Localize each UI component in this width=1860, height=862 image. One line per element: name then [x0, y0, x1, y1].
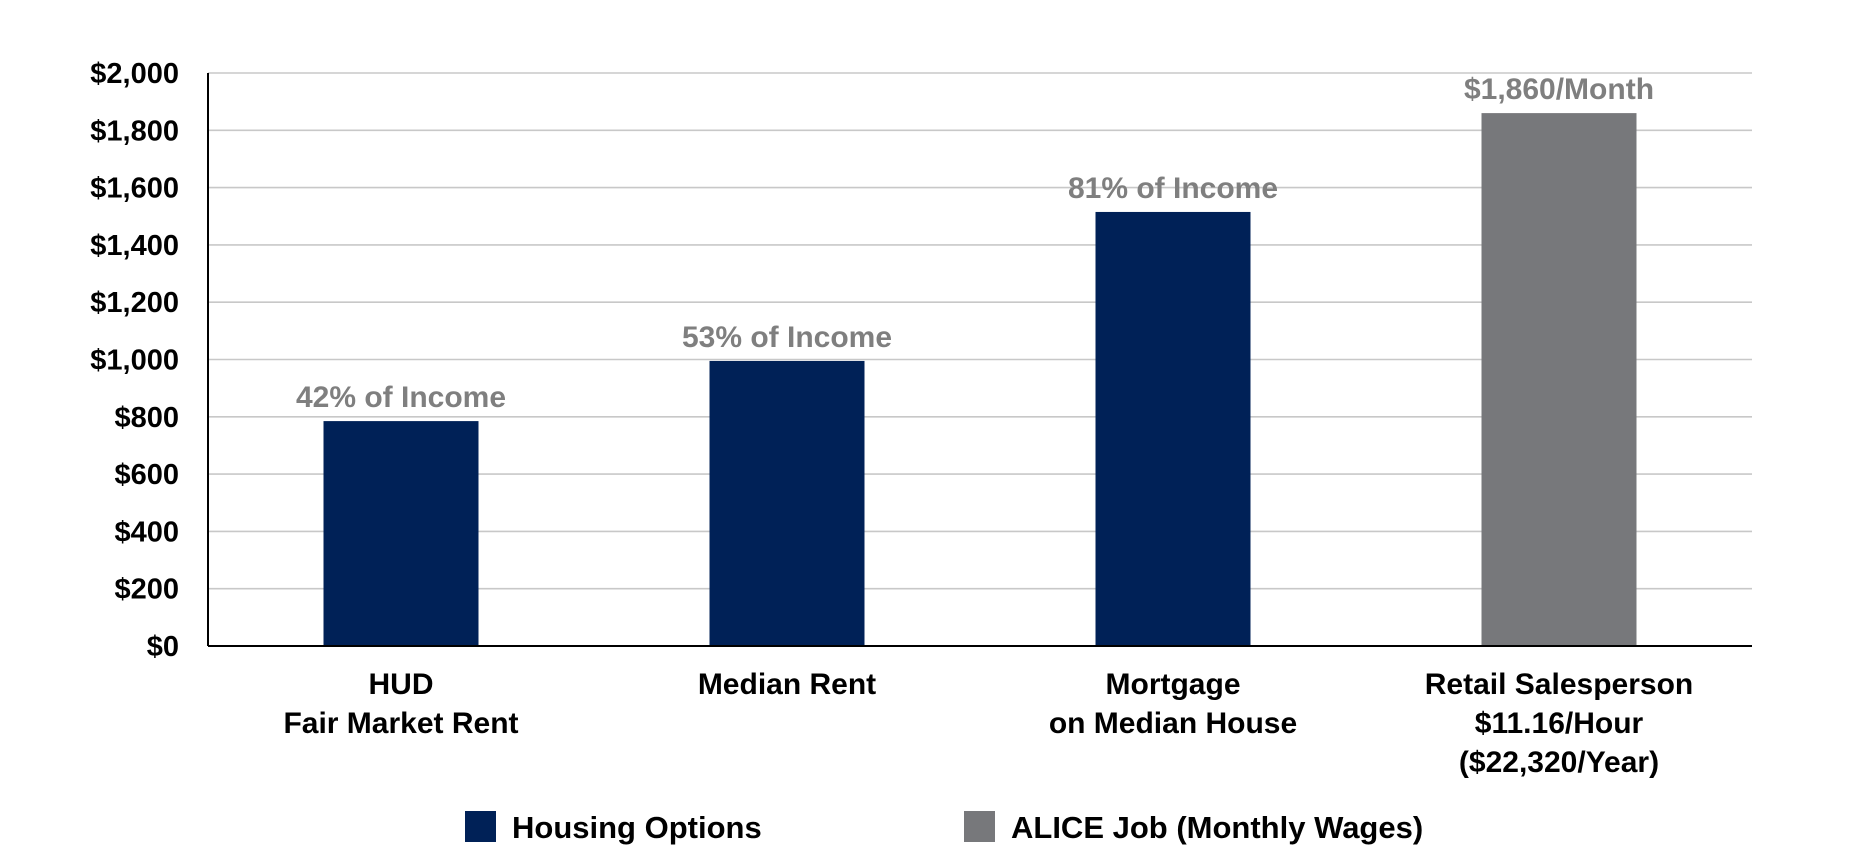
x-axis-categories: HUD Fair Market Rent Median Rent Mortgage on… [283, 668, 1693, 779]
x-category-label: Retail Salesperson [1425, 668, 1693, 701]
y-tick-label: $2,000 [90, 58, 179, 90]
x-category-label: Mortgage [1106, 668, 1241, 701]
data-label: $1,860/Month [1464, 73, 1654, 106]
bar [323, 421, 479, 646]
legend-swatch [964, 811, 995, 842]
data-label: 53% of Income [682, 321, 892, 354]
x-category-label: Median Rent [698, 668, 876, 701]
x-category-label: ($22,320/Year) [1459, 746, 1659, 779]
x-category-label: $11.16/Hour [1475, 707, 1644, 740]
y-tick-label: $1,600 [90, 173, 179, 205]
data-label: 81% of Income [1068, 172, 1278, 205]
y-tick-label: $1,800 [90, 115, 179, 147]
data-label: 42% of Income [296, 381, 506, 414]
legend-swatch [465, 811, 496, 842]
y-tick-label: $1,200 [90, 287, 179, 319]
y-tick-label: $1,000 [90, 345, 179, 377]
x-category-label: HUD [369, 668, 434, 701]
y-axis-ticks: $0 $200 $400 $600 $800 $1,000 $1,200 $1,400 $1,6… [90, 58, 179, 663]
y-tick-label: $0 [147, 631, 179, 663]
x-category-label: Fair Market Rent [283, 707, 518, 740]
y-tick-label: $800 [114, 402, 179, 434]
data-labels: 42% of Income 53% of Income 81% of Income $… [296, 73, 1654, 414]
bar [1095, 211, 1251, 646]
legend: Housing Options ALICE Job (Monthly Wages) [465, 810, 1423, 845]
y-tick-label: $400 [114, 516, 179, 548]
legend-label: Housing Options [512, 810, 762, 845]
bar [709, 360, 865, 646]
y-tick-label: $600 [114, 459, 179, 491]
y-tick-label: $200 [114, 574, 179, 606]
x-category-label: on Median House [1049, 707, 1297, 740]
bars [323, 113, 1637, 647]
legend-label: ALICE Job (Monthly Wages) [1011, 810, 1423, 845]
bar [1481, 113, 1637, 647]
y-tick-label: $1,400 [90, 230, 179, 262]
